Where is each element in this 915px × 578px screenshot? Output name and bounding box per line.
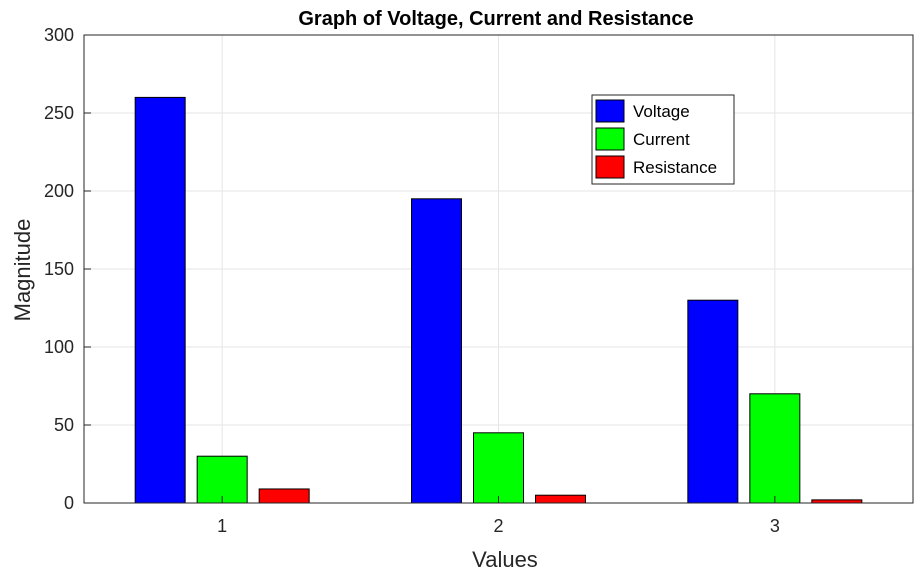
y-tick-label: 100 — [44, 337, 74, 357]
chart-title: Graph of Voltage, Current and Resistance — [298, 8, 693, 30]
y-tick-label: 250 — [44, 103, 74, 123]
y-tick-label: 50 — [54, 415, 74, 435]
x-tick-label: 3 — [770, 516, 780, 536]
bar-voltage-1 — [134, 96, 186, 504]
bar-current-1 — [196, 455, 248, 504]
x-axis-label: Values — [472, 547, 538, 572]
legend-label-resistance: Resistance — [633, 158, 717, 177]
bar-current-3 — [749, 393, 801, 504]
legend-swatch-current — [595, 127, 625, 151]
x-tick-label: 2 — [493, 516, 503, 536]
y-tick-label: 200 — [44, 181, 74, 201]
legend-label-voltage: Voltage — [633, 102, 690, 121]
bar-voltage-2 — [411, 198, 462, 504]
tick-labels: 0 50 100 150 200 250 300 1 2 3 — [44, 25, 780, 536]
bar-current-2 — [473, 432, 524, 504]
x-tick-label: 1 — [217, 516, 227, 536]
bars — [134, 96, 863, 504]
legend-label-current: Current — [633, 130, 690, 149]
bar-voltage-3 — [687, 299, 739, 504]
legend-swatch-voltage — [595, 99, 625, 123]
legend-swatch-resistance — [595, 155, 625, 179]
y-tick-label: 0 — [64, 493, 74, 513]
bar-resistance-1 — [258, 488, 310, 504]
y-tick-label: 300 — [44, 25, 74, 45]
y-axis-label: Magnitude — [10, 219, 35, 322]
legend: Voltage Current Resistance — [591, 94, 735, 185]
plot-area-border — [83, 34, 914, 504]
axes — [83, 34, 914, 504]
bar-resistance-2 — [535, 494, 586, 504]
y-tick-label: 150 — [44, 259, 74, 279]
